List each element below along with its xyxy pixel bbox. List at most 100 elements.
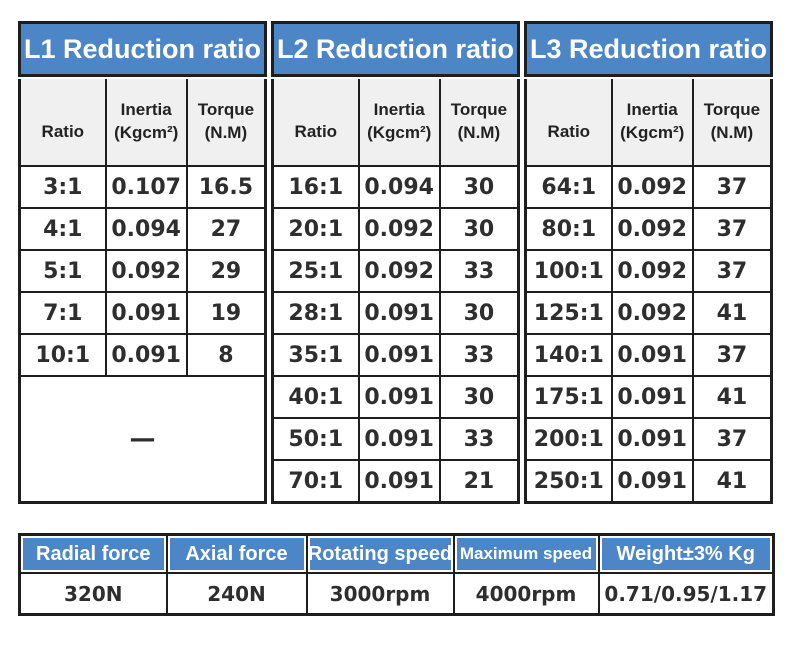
radial-force-value: 320N bbox=[18, 572, 168, 616]
l2-group-title: L2 Reduction ratio bbox=[271, 21, 520, 77]
table-row: 28:1 0.091 30 bbox=[271, 291, 520, 335]
l2-col-inertia: Inertia (Kgcm²) bbox=[357, 79, 441, 167]
ratio-cell: 175:1 bbox=[524, 375, 613, 419]
radial-force-header: Radial force bbox=[18, 533, 168, 574]
torque-cell: 30 bbox=[438, 207, 520, 251]
torque-cell: 29 bbox=[185, 249, 267, 293]
torque-cell: 30 bbox=[438, 375, 520, 419]
table-row: 3:1 0.107 16.5 bbox=[18, 165, 267, 209]
torque-cell: 37 bbox=[691, 249, 773, 293]
maximum-speed-value: 4000rpm bbox=[452, 572, 600, 616]
inertia-cell: 0.092 bbox=[610, 291, 694, 335]
ratio-cell: 140:1 bbox=[524, 333, 613, 377]
torque-cell: 37 bbox=[691, 417, 773, 461]
weight-header: Weight±3% Kg bbox=[597, 533, 775, 574]
inertia-unit: (Kgcm²) bbox=[114, 123, 179, 142]
torque-cell: 33 bbox=[438, 417, 520, 461]
inertia-cell: 0.092 bbox=[610, 165, 694, 209]
rotating-speed-value: 3000rpm bbox=[305, 572, 455, 616]
ratio-cell: 80:1 bbox=[524, 207, 613, 251]
l1-table: Ratio Inertia (Kgcm²) Torque (N.M) 3:1 0.1… bbox=[18, 79, 267, 504]
torque-unit: (N.M) bbox=[710, 123, 754, 142]
ratio-cell: 4:1 bbox=[18, 207, 107, 251]
inertia-cell: 0.091 bbox=[104, 291, 188, 335]
torque-unit: (N.M) bbox=[457, 123, 501, 142]
torque-label: Torque bbox=[450, 100, 508, 120]
inertia-cell: 0.094 bbox=[104, 207, 188, 251]
l3-table: Ratio Inertia (Kgcm²) Torque (N.M) 64:1 0.… bbox=[524, 79, 773, 504]
l1-col-torque: Torque (N.M) bbox=[185, 79, 267, 167]
torque-cell: 41 bbox=[691, 375, 773, 419]
axial-force-value: 240N bbox=[165, 572, 308, 616]
table-row: 200:1 0.091 37 bbox=[524, 417, 773, 461]
torque-cell: 30 bbox=[438, 291, 520, 335]
torque-cell: 19 bbox=[185, 291, 267, 335]
torque-unit: (N.M) bbox=[204, 123, 248, 142]
inertia-cell: 0.091 bbox=[610, 417, 694, 461]
rotating-speed-header: Rotating speed bbox=[305, 533, 455, 574]
ratio-cell: 125:1 bbox=[524, 291, 613, 335]
l2-col-ratio: Ratio bbox=[271, 79, 360, 167]
torque-cell: 37 bbox=[691, 165, 773, 209]
empty-cell-dash: — bbox=[18, 375, 267, 504]
maximum-speed-header: Maximum speed bbox=[452, 533, 600, 574]
ratio-cell: 28:1 bbox=[271, 291, 360, 335]
torque-label: Torque bbox=[703, 100, 761, 120]
inertia-label: Inertia bbox=[120, 100, 172, 120]
inertia-cell: 0.091 bbox=[357, 291, 441, 335]
table-row: 250:1 0.091 41 bbox=[524, 459, 773, 504]
table-row: 16:1 0.094 30 bbox=[271, 165, 520, 209]
axial-force-header: Axial force bbox=[165, 533, 308, 574]
l1-col-ratio: Ratio bbox=[18, 79, 107, 167]
table-row: 100:1 0.092 37 bbox=[524, 249, 773, 293]
torque-cell: 21 bbox=[438, 459, 520, 504]
ratio-cell: 5:1 bbox=[18, 249, 107, 293]
inertia-unit: (Kgcm²) bbox=[620, 123, 685, 142]
l1-col-inertia: Inertia (Kgcm²) bbox=[104, 79, 188, 167]
l3-header-row: Ratio Inertia (Kgcm²) Torque (N.M) bbox=[524, 79, 773, 167]
torque-cell: 27 bbox=[185, 207, 267, 251]
torque-cell: 30 bbox=[438, 165, 520, 209]
table-row: 25:1 0.092 33 bbox=[271, 249, 520, 293]
torque-cell: 33 bbox=[438, 249, 520, 293]
torque-cell: 41 bbox=[691, 291, 773, 335]
reduction-ratio-tables: L1 Reduction ratio Ratio Inertia (Kgcm²) … bbox=[18, 21, 773, 504]
l2-table: Ratio Inertia (Kgcm²) Torque (N.M) 16:1 0.… bbox=[271, 79, 520, 504]
table-row: 40:1 0.091 30 bbox=[271, 375, 520, 419]
inertia-cell: 0.092 bbox=[610, 249, 694, 293]
torque-cell: 16.5 bbox=[185, 165, 267, 209]
ratio-cell: 16:1 bbox=[271, 165, 360, 209]
table-row: 140:1 0.091 37 bbox=[524, 333, 773, 377]
ratio-cell: 25:1 bbox=[271, 249, 360, 293]
inertia-cell: 0.091 bbox=[357, 417, 441, 461]
ratio-cell: 200:1 bbox=[524, 417, 613, 461]
torque-cell: 37 bbox=[691, 333, 773, 377]
torque-cell: 33 bbox=[438, 333, 520, 377]
table-row: 35:1 0.091 33 bbox=[271, 333, 520, 377]
ratio-cell: 35:1 bbox=[271, 333, 360, 377]
inertia-cell: 0.092 bbox=[357, 249, 441, 293]
l3-col-inertia: Inertia (Kgcm²) bbox=[610, 79, 694, 167]
l2-col-torque: Torque (N.M) bbox=[438, 79, 520, 167]
inertia-cell: 0.091 bbox=[104, 333, 188, 377]
footer-header-row: Radial force Axial force Rotating speed … bbox=[18, 533, 775, 574]
l1-group-title: L1 Reduction ratio bbox=[18, 21, 267, 77]
ratio-cell: 3:1 bbox=[18, 165, 107, 209]
inertia-cell: 0.091 bbox=[610, 333, 694, 377]
table-row: — bbox=[18, 375, 267, 504]
inertia-cell: 0.091 bbox=[610, 375, 694, 419]
table-row: 80:1 0.092 37 bbox=[524, 207, 773, 251]
ratio-cell: 20:1 bbox=[271, 207, 360, 251]
inertia-cell: 0.092 bbox=[610, 207, 694, 251]
torque-cell: 37 bbox=[691, 207, 773, 251]
inertia-unit: (Kgcm²) bbox=[367, 123, 432, 142]
inertia-cell: 0.091 bbox=[357, 459, 441, 504]
ratio-cell: 100:1 bbox=[524, 249, 613, 293]
l2-group: L2 Reduction ratio Ratio Inertia (Kgcm²) … bbox=[271, 21, 520, 504]
ratio-cell: 50:1 bbox=[271, 417, 360, 461]
l1-group: L1 Reduction ratio Ratio Inertia (Kgcm²) … bbox=[18, 21, 267, 504]
inertia-cell: 0.091 bbox=[610, 459, 694, 504]
torque-cell: 8 bbox=[185, 333, 267, 377]
table-row: 50:1 0.091 33 bbox=[271, 417, 520, 461]
inertia-label: Inertia bbox=[626, 100, 678, 120]
